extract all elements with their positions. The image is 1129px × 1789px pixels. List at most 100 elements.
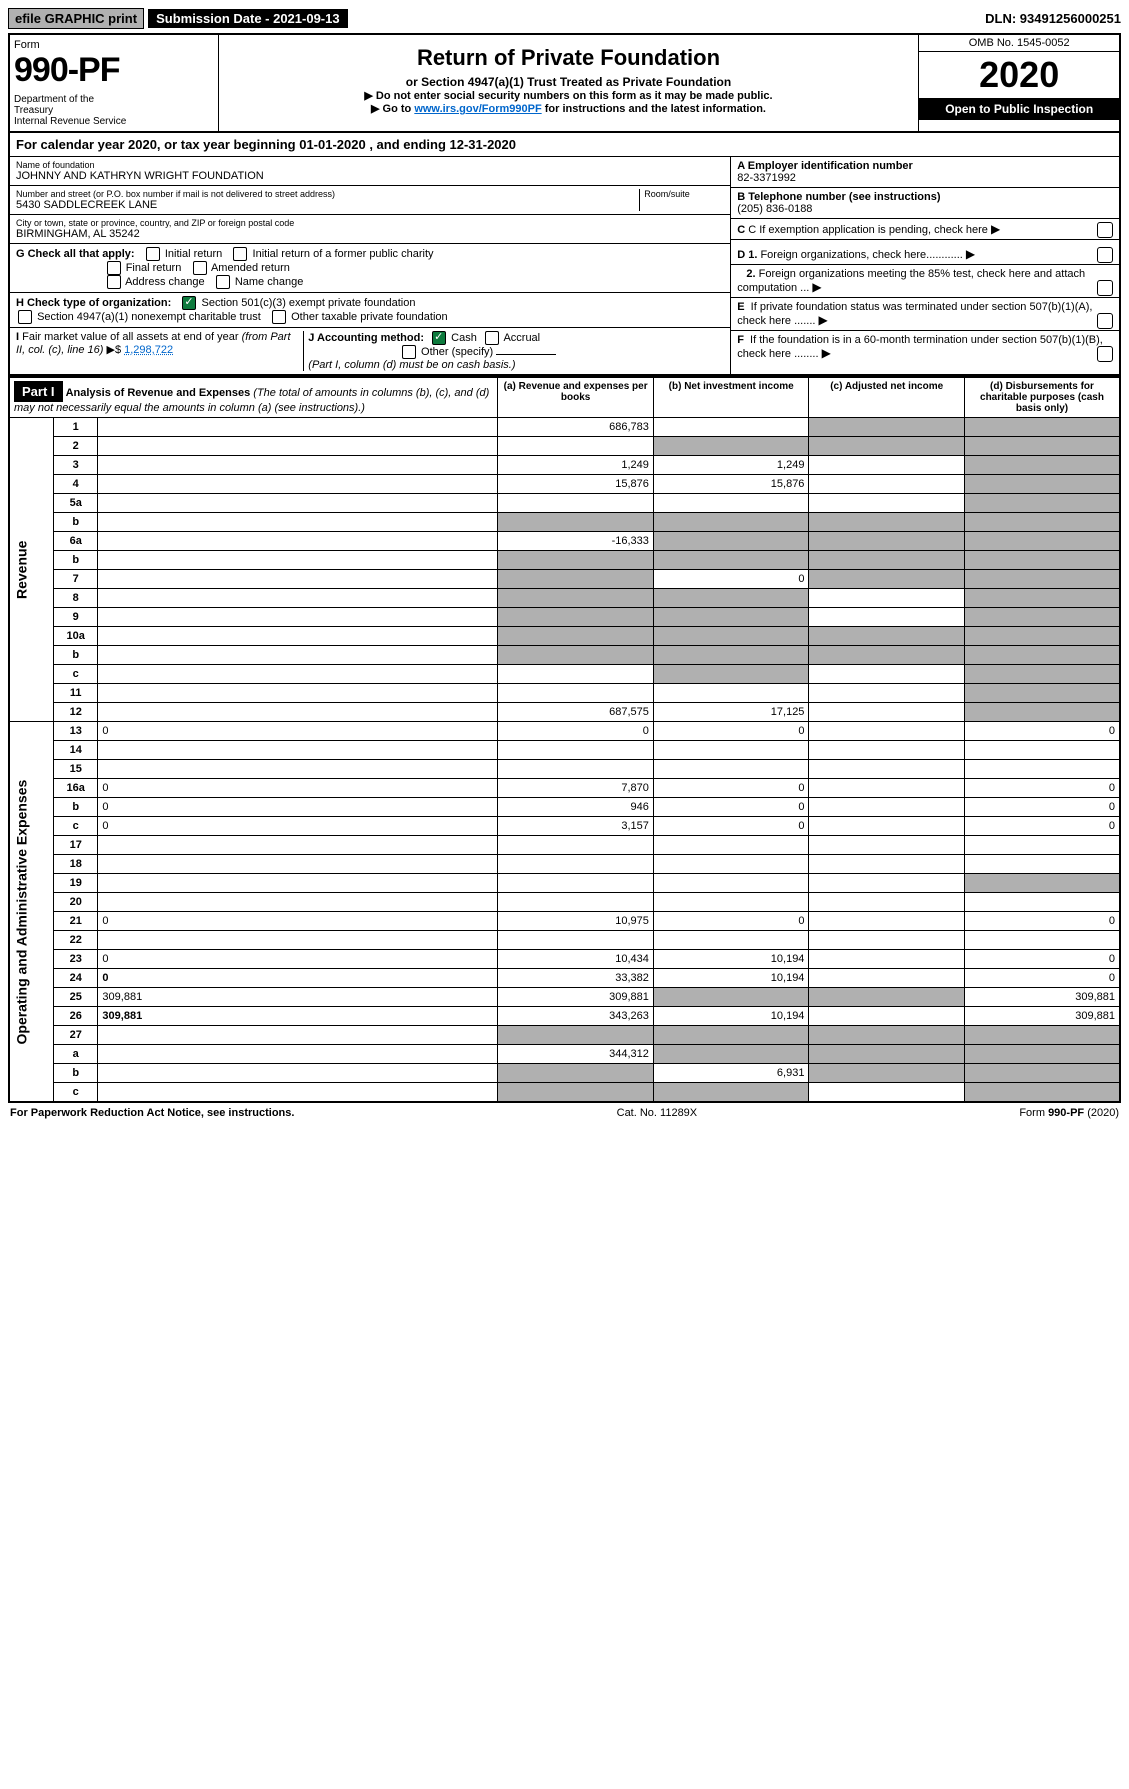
row-14: 14 [9, 741, 1120, 760]
row-8: 8 [9, 589, 1120, 608]
city-cell: City or town, state or province, country… [10, 215, 730, 244]
form-label: Form [14, 39, 214, 51]
row-2: 2 [9, 437, 1120, 456]
row-27: 27 [9, 1026, 1120, 1045]
initial-return-checkbox[interactable] [146, 247, 160, 261]
row-4: 415,87615,876 [9, 475, 1120, 494]
other-taxable-checkbox[interactable] [272, 310, 286, 324]
top-bar: efile GRAPHIC print Submission Date - 20… [8, 8, 1121, 29]
d2-row: 2. Foreign organizations meeting the 85%… [731, 265, 1119, 298]
row-24: 24033,38210,1940 [9, 969, 1120, 988]
row-9: 9 [9, 608, 1120, 627]
part1-table: Part I Analysis of Revenue and Expenses … [8, 376, 1121, 1103]
row-26: 26309,881343,26310,194309,881 [9, 1007, 1120, 1026]
row-16a: 16a07,87000 [9, 779, 1120, 798]
row-21: 21010,97500 [9, 912, 1120, 931]
page-footer: For Paperwork Reduction Act Notice, see … [8, 1103, 1121, 1123]
row-20: 20 [9, 893, 1120, 912]
row-6a: 6a-16,333 [9, 532, 1120, 551]
row-27b: b6,931 [9, 1064, 1120, 1083]
dept-label: Department of theTreasuryInternal Revenu… [14, 94, 214, 127]
g-row: G Check all that apply: Initial return I… [10, 244, 730, 293]
row-16b: b094600 [9, 798, 1120, 817]
form-subtitle: or Section 4947(a)(1) Trust Treated as P… [225, 75, 913, 89]
row-13: Operating and Administrative Expenses130… [9, 722, 1120, 741]
ein-cell: A Employer identification number 82-3371… [731, 157, 1119, 188]
city-state-zip: BIRMINGHAM, AL 35242 [16, 228, 724, 240]
header-mid: Return of Private Foundation or Section … [219, 35, 919, 131]
row-10c: c [9, 665, 1120, 684]
header-right: OMB No. 1545-0052 2020 Open to Public In… [918, 35, 1119, 131]
vertical-label: Revenue [9, 418, 53, 722]
row-7: 70 [9, 570, 1120, 589]
form-title: Return of Private Foundation [225, 45, 913, 71]
initial-former-checkbox[interactable] [233, 247, 247, 261]
col-c-header: (c) Adjusted net income [809, 377, 965, 418]
col-a-header: (a) Revenue and expenses per books [498, 377, 654, 418]
phone: (205) 836-0188 [737, 203, 1113, 215]
ein: 82-3371992 [737, 172, 1113, 184]
e-row: E If private foundation status was termi… [731, 298, 1119, 331]
row-16c: c03,15700 [9, 817, 1120, 836]
omb-number: OMB No. 1545-0052 [919, 35, 1119, 52]
row-17: 17 [9, 836, 1120, 855]
submission-date: Submission Date - 2021-09-13 [148, 9, 348, 28]
info-grid: Name of foundation JOHNNY AND KATHRYN WR… [8, 157, 1121, 244]
tax-year: 2020 [919, 52, 1119, 98]
final-return-checkbox[interactable] [107, 261, 121, 275]
row-15: 15 [9, 760, 1120, 779]
form-number: 990-PF [14, 51, 214, 90]
part1-label: Part I [14, 381, 63, 402]
row-5a: 5a [9, 494, 1120, 513]
row-12: 12687,57517,125 [9, 703, 1120, 722]
amended-checkbox[interactable] [193, 261, 207, 275]
address-cell: Number and street (or P.O. box number if… [10, 186, 730, 215]
name-change-checkbox[interactable] [216, 275, 230, 289]
f-row: F If the foundation is in a 60-month ter… [731, 331, 1119, 363]
c-checkbox[interactable] [1097, 222, 1113, 238]
form-header: Form 990-PF Department of theTreasuryInt… [8, 33, 1121, 133]
footer-right: Form 990-PF (2020) [1019, 1107, 1119, 1119]
row-22: 22 [9, 931, 1120, 950]
501c3-checkbox[interactable] [182, 296, 196, 310]
f-checkbox[interactable] [1097, 346, 1113, 362]
address-change-checkbox[interactable] [107, 275, 121, 289]
h-row: H Check type of organization: Section 50… [10, 293, 730, 328]
street-address: 5430 SADDLECREEK LANE [16, 199, 639, 211]
row-10b: b [9, 646, 1120, 665]
row-23: 23010,43410,1940 [9, 950, 1120, 969]
4947-checkbox[interactable] [18, 310, 32, 324]
irs-link[interactable]: www.irs.gov/Form990PF [414, 103, 541, 115]
col-d-header: (d) Disbursements for charitable purpose… [964, 377, 1120, 418]
d2-checkbox[interactable] [1097, 280, 1113, 296]
col-b-header: (b) Net investment income [653, 377, 809, 418]
phone-cell: B Telephone number (see instructions) (2… [731, 188, 1119, 219]
footer-mid: Cat. No. 11289X [617, 1107, 698, 1119]
c-cell: C C If exemption application is pending,… [731, 219, 1119, 240]
open-public: Open to Public Inspection [919, 98, 1119, 120]
d1-checkbox[interactable] [1097, 247, 1113, 263]
row-27c: c [9, 1083, 1120, 1103]
row-5b: b [9, 513, 1120, 532]
d1-row: D 1. Foreign organizations, check here..… [731, 244, 1119, 265]
row-19: 19 [9, 874, 1120, 893]
row-11: 11 [9, 684, 1120, 703]
accrual-checkbox[interactable] [485, 331, 499, 345]
foundation-name: JOHNNY AND KATHRYN WRIGHT FOUNDATION [16, 170, 724, 182]
vertical-label: Operating and Administrative Expenses [9, 722, 53, 1103]
ij-row: I Fair market value of all assets at end… [10, 328, 730, 374]
e-checkbox[interactable] [1097, 313, 1113, 329]
header-left: Form 990-PF Department of theTreasuryInt… [10, 35, 219, 131]
row-1: Revenue1686,783 [9, 418, 1120, 437]
fmv-link[interactable]: 1,298,722 [124, 344, 173, 356]
row-3: 31,2491,249 [9, 456, 1120, 475]
efile-button[interactable]: efile GRAPHIC print [8, 8, 144, 29]
row-25: 25309,881309,881309,881 [9, 988, 1120, 1007]
other-method-checkbox[interactable] [402, 345, 416, 359]
calendar-year: For calendar year 2020, or tax year begi… [8, 133, 1121, 157]
cash-checkbox[interactable] [432, 331, 446, 345]
row-18: 18 [9, 855, 1120, 874]
note-link: ▶ Go to www.irs.gov/Form990PF for instru… [225, 102, 913, 115]
section-g-to-j: G Check all that apply: Initial return I… [8, 244, 1121, 376]
foundation-name-cell: Name of foundation JOHNNY AND KATHRYN WR… [10, 157, 730, 186]
